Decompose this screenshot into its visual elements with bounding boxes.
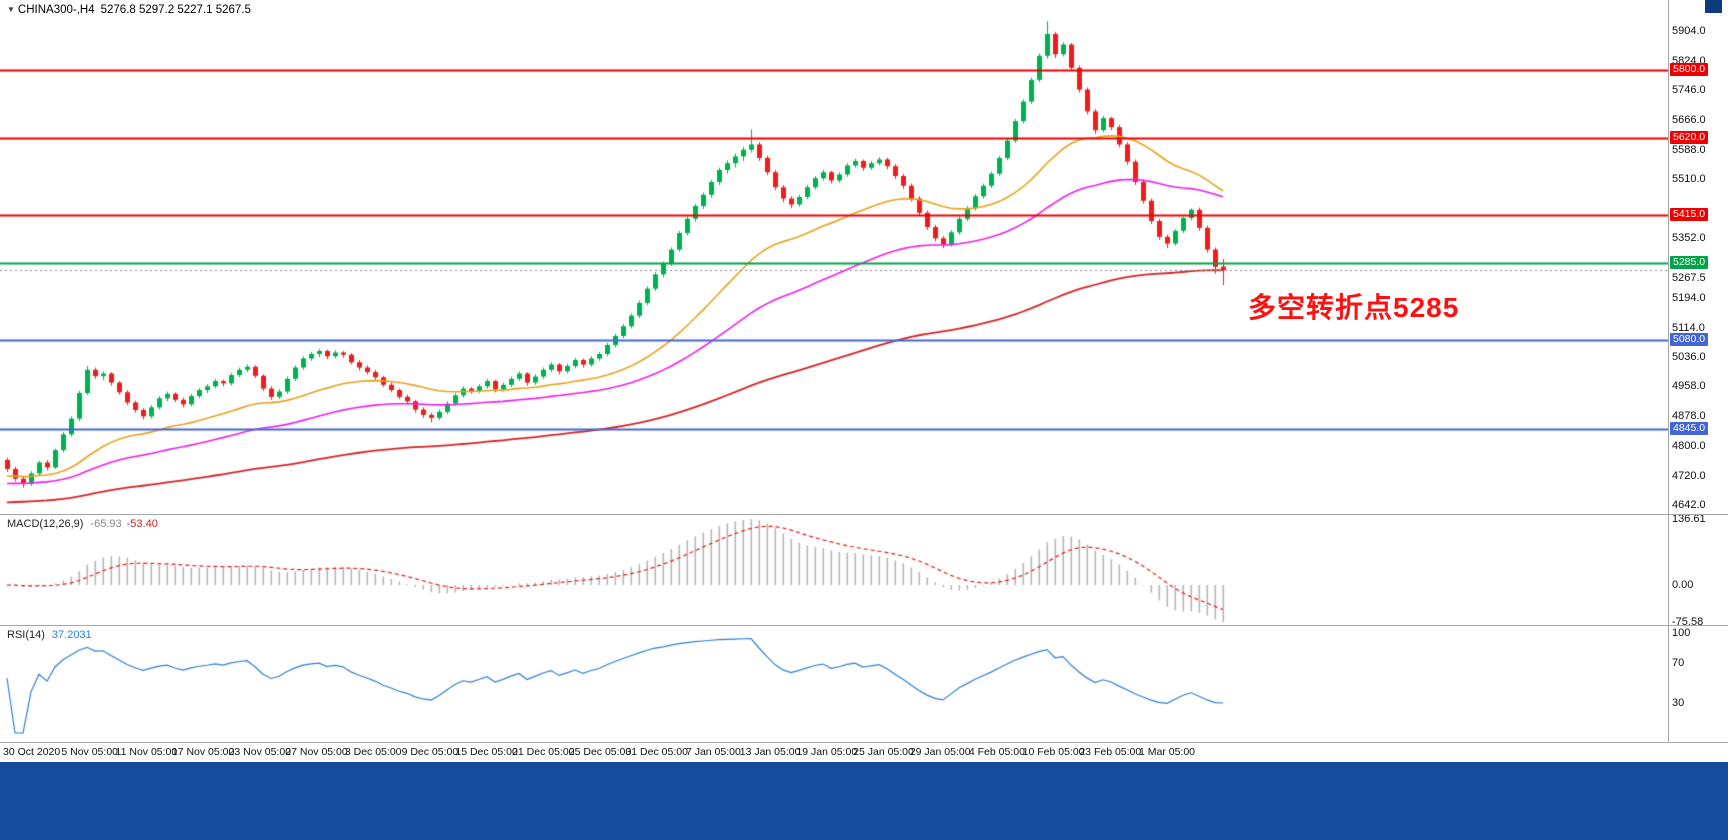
time-label: 23 Nov 05:00 [228, 746, 292, 758]
price-level-badge: 5285.0 [1670, 256, 1709, 270]
bottom-bar [0, 762, 1728, 840]
time-label: 3 Dec 05:00 [344, 746, 402, 758]
price-tick: 4800.0 [1672, 439, 1706, 452]
corner-accent [1705, 0, 1722, 13]
time-label: 4 Feb 05:00 [968, 746, 1025, 758]
rsi-indicator-label: RSI(14) 37.2031 [7, 629, 92, 641]
time-label: 30 Oct 2020 [3, 746, 61, 758]
price-tick: 4958.0 [1672, 380, 1706, 393]
time-label: 21 Dec 05:00 [512, 746, 575, 758]
time-label: 19 Jan 05:00 [796, 746, 858, 758]
time-label: 27 Nov 05:00 [285, 746, 348, 758]
price-level-badge: 5800.0 [1670, 63, 1709, 77]
rsi-value: 37.2031 [51, 629, 92, 641]
price-chart-canvas[interactable] [0, 0, 1668, 762]
macd-indicator-label: MACD(12,26,9) -65.93 -53.40 [7, 518, 158, 530]
time-label: 25 Dec 05:00 [568, 746, 632, 758]
current-price-label: 5267.5 [1672, 272, 1706, 285]
price-level-badge: 5415.0 [1670, 207, 1709, 221]
macd-axis-tick: -75.58 [1672, 615, 1704, 628]
time-label: 5 Nov 05:00 [61, 746, 118, 758]
chart-title: ▼ CHINA300-,H4 5276.8 5297.2 5227.1 5267.5 [7, 4, 251, 16]
axis-separator [1668, 0, 1669, 743]
price-axis[interactable]: 5904.0 5824.0 5746.0 5666.0 5588.0 5510.0 5352… [1669, 0, 1728, 762]
time-label: 17 Nov 05:00 [171, 746, 235, 758]
price-tick: 4720.0 [1672, 469, 1706, 482]
price-tick: 5588.0 [1672, 143, 1706, 156]
price-tick: 5036.0 [1672, 351, 1706, 364]
price-tick: 5510.0 [1672, 172, 1706, 185]
price-tick: 5352.0 [1672, 232, 1706, 245]
price-tick: 5114.0 [1672, 321, 1705, 334]
macd-axis-tick: 136.61 [1672, 513, 1706, 525]
time-label: 13 Jan 05:00 [739, 746, 801, 758]
time-label: 7 Jan 05:00 [685, 746, 741, 758]
time-label: 15 Dec 05:00 [455, 746, 518, 758]
time-label: 25 Jan 05:00 [853, 746, 914, 758]
rsi-label: RSI(14) [7, 629, 45, 641]
price-tick: 5904.0 [1672, 25, 1706, 37]
macd-panel-separator[interactable] [0, 514, 1728, 515]
symbol-marker-icon: ▼ [7, 5, 15, 14]
price-level-badge: 4845.0 [1670, 421, 1709, 435]
macd-label: MACD(12,26,9) [7, 518, 84, 530]
time-label: 1 Mar 05:00 [1138, 746, 1196, 758]
price-tick: 5666.0 [1672, 114, 1706, 127]
price-tick: 5746.0 [1672, 84, 1706, 97]
price-level-badge: 5620.0 [1670, 130, 1709, 144]
time-label: 31 Dec 05:00 [625, 746, 688, 758]
price-level-badge: 5080.0 [1670, 333, 1709, 347]
macd-axis-tick: 0.00 [1672, 579, 1694, 591]
price-tick: 4642.0 [1672, 499, 1706, 511]
annotation-note[interactable]: 多空转折点5285 [1248, 292, 1460, 323]
price-tick: 4878.0 [1672, 410, 1706, 423]
macd-value-main: -65.93 [90, 518, 122, 530]
time-label: 10 Feb 05:00 [1022, 746, 1085, 758]
price-tick: 5194.0 [1672, 291, 1706, 304]
macd-value-signal: -53.40 [126, 518, 158, 530]
time-axis-separator [0, 742, 1728, 743]
time-label: 29 Jan 05:00 [909, 746, 971, 758]
rsi-axis-tick: 30 [1672, 697, 1685, 709]
time-axis[interactable]: 30 Oct 2020 5 Nov 05:00 11 Nov 05:00 17 Nov… [0, 745, 1728, 761]
time-label: 11 Nov 05:00 [115, 746, 178, 758]
time-label: 23 Feb 05:00 [1079, 746, 1142, 758]
symbol-label: CHINA300-,H4 [17, 4, 95, 16]
rsi-panel-separator[interactable] [0, 625, 1728, 626]
time-label: 9 Dec 05:00 [401, 746, 459, 758]
rsi-axis-tick: 70 [1672, 657, 1685, 669]
rsi-axis-tick: 100 [1672, 627, 1691, 639]
ohlc-values: 5276.8 5297.2 5227.1 5267.5 [100, 4, 251, 16]
